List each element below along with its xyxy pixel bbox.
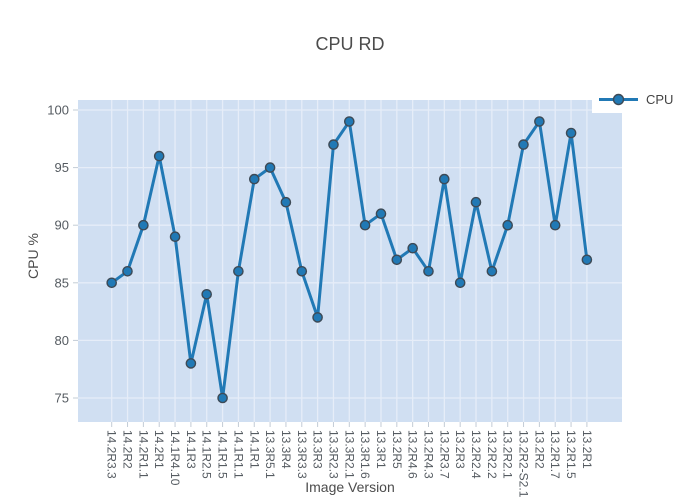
data-point[interactable] — [502, 219, 514, 231]
x-tick-label: 14.1R2.5 — [200, 430, 214, 479]
x-tick-label: 13.2R2.4 — [469, 430, 483, 479]
data-point[interactable] — [534, 116, 545, 127]
data-point[interactable] — [518, 139, 529, 150]
data-point[interactable] — [312, 312, 323, 323]
y-axis-title: CPU % — [25, 233, 41, 279]
plot-area: 14.2R3.3 14.2R2 14.2R1.1 14.2R1 14.1R4.10 14.… — [47, 100, 622, 498]
data-point[interactable] — [264, 162, 276, 173]
data-point[interactable] — [407, 242, 419, 254]
y-tick-label: 85 — [55, 275, 69, 290]
x-tick-label: 13.2R4.3 — [422, 430, 436, 479]
x-tick-label: 14.2R1.1 — [136, 430, 150, 479]
data-point[interactable] — [565, 127, 577, 139]
x-tick-label: 13.3R3.3 — [295, 430, 309, 479]
data-point[interactable] — [153, 150, 165, 162]
x-axis-title: Image Version — [305, 479, 395, 495]
x-tick-label: 13.2R2.1 — [501, 430, 515, 479]
y-tick-label: 80 — [55, 333, 69, 348]
x-tick-label: 13.3R3 — [311, 430, 325, 469]
x-tick-label: 14.1R1.5 — [216, 430, 230, 479]
x-tick-label: 13.2R2.2 — [485, 430, 499, 479]
plot-background — [78, 100, 622, 422]
data-point[interactable] — [122, 265, 133, 277]
data-point[interactable] — [169, 231, 181, 242]
x-tick-label: 13.3R1.6 — [358, 430, 372, 479]
data-point[interactable] — [328, 139, 339, 150]
data-point[interactable] — [375, 208, 387, 219]
chart-title: CPU RD — [315, 34, 384, 54]
data-point[interactable] — [248, 173, 260, 185]
data-point[interactable] — [438, 173, 450, 185]
data-point[interactable] — [106, 277, 117, 289]
data-point[interactable] — [454, 277, 466, 289]
legend-label[interactable]: CPU — [646, 92, 673, 107]
x-tick-label: 13.3R2.3 — [326, 430, 340, 479]
x-tick-label: 13.3R1 — [374, 430, 388, 469]
data-point[interactable] — [343, 116, 355, 127]
x-tick-label: 14.1R3 — [184, 430, 198, 469]
data-point[interactable] — [549, 219, 561, 231]
x-tick-label: 13.2R2-S2.1 — [517, 430, 531, 498]
data-point[interactable] — [359, 219, 371, 231]
legend[interactable]: CPU — [592, 86, 690, 113]
x-tick-label: 13.2R3.7 — [437, 430, 451, 479]
data-point[interactable] — [486, 265, 498, 277]
x-tick-label: 14.2R1 — [152, 430, 166, 469]
x-tick-label: 14.2R3.3 — [105, 430, 119, 479]
legend-marker-icon — [612, 93, 625, 106]
data-point[interactable] — [423, 265, 434, 277]
x-tick-label: 13.2R1.7 — [548, 430, 562, 479]
data-point[interactable] — [138, 219, 149, 231]
x-tick-label: 13.3R4 — [279, 430, 293, 469]
data-point[interactable] — [233, 265, 244, 277]
y-tick-label: 100 — [47, 103, 69, 118]
x-tick-label: 13.2R3 — [453, 430, 467, 469]
y-tick-label: 75 — [55, 391, 69, 406]
data-point[interactable] — [280, 196, 292, 208]
x-tick-label: 13.2R5 — [390, 430, 404, 469]
data-point[interactable] — [201, 288, 212, 300]
data-point[interactable] — [296, 265, 308, 277]
x-tick-label: 14.2R2 — [121, 430, 135, 469]
x-tick-label: 14.1R4.10 — [168, 430, 182, 486]
data-point[interactable] — [217, 392, 228, 404]
y-tick-label: 95 — [55, 160, 69, 175]
x-tick-label: 13.2R1.5 — [564, 430, 578, 479]
data-point[interactable] — [581, 254, 593, 266]
data-point[interactable] — [185, 358, 197, 369]
x-tick-label: 13.3R5.1 — [263, 430, 277, 479]
y-tick-label: 90 — [55, 218, 69, 233]
x-tick-label: 13.3R2.1 — [342, 430, 356, 479]
data-point[interactable] — [470, 196, 482, 208]
data-point[interactable] — [391, 254, 403, 266]
x-tick-label: 14.1R1.1 — [231, 430, 245, 479]
x-tick-label: 13.2R2 — [532, 430, 546, 469]
x-tick-label: 13.2R4.6 — [406, 430, 420, 479]
x-tick-label: 13.2R1 — [580, 430, 594, 469]
x-tick-label: 14.1R1 — [247, 430, 261, 469]
